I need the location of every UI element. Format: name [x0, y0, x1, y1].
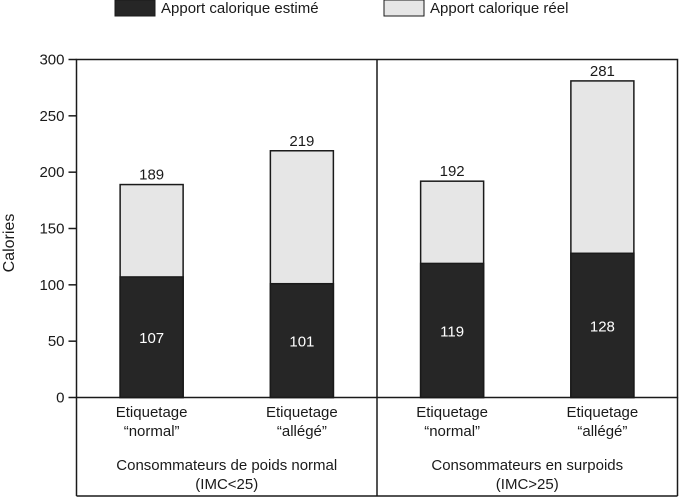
group-label-line2: (IMC<25): [195, 476, 258, 493]
bar-label-line1: Etiquetage: [266, 404, 338, 421]
bar-label-line1: Etiquetage: [416, 404, 488, 421]
data-label-estimated: 128: [590, 318, 615, 335]
legend-label-estimated: Apport calorique estimé: [161, 0, 319, 17]
legend-swatch-estimated: [114, 0, 156, 17]
bar-label-line2: “allégé”: [577, 423, 627, 440]
legend-swatch-real: [383, 0, 425, 17]
bar-label-line2: “allégé”: [277, 423, 327, 440]
data-label-estimated: 101: [289, 334, 314, 351]
bar-estimated: [570, 252, 635, 399]
bar-estimated: [269, 282, 335, 399]
bar-label-line1: Etiquetage: [567, 404, 639, 421]
bar-label-line2: “normal”: [424, 423, 480, 440]
data-label-real: 189: [139, 167, 164, 184]
y-axis-title: Calories: [1, 214, 18, 273]
bar-estimated: [419, 262, 485, 399]
y-tick-label: 150: [39, 221, 64, 238]
y-tick-label: 100: [39, 277, 64, 294]
y-tick-label: 50: [48, 333, 65, 350]
data-label-estimated: 107: [139, 330, 164, 347]
y-tick-label: 200: [39, 164, 64, 181]
bar-label-line1: Etiquetage: [116, 404, 188, 421]
bar-label-line2: “normal”: [124, 423, 180, 440]
bars: 189 107 219 101 192 119 281 128: [119, 63, 635, 399]
y-axis-ticks: 0 50 100 150 200 250 300: [39, 52, 77, 407]
legend-label-real: Apport calorique réel: [430, 0, 568, 17]
y-tick-label: 250: [39, 108, 64, 125]
group-label-line1: Consommateurs en surpoids: [431, 457, 623, 474]
data-label-real: 281: [590, 63, 615, 80]
data-label-real: 192: [440, 163, 465, 180]
chart-frame: [75, 58, 679, 497]
y-tick-label: 0: [56, 390, 64, 407]
group-label-line1: Consommateurs de poids normal: [116, 457, 337, 474]
legend: Apport calorique estimé Apport calorique…: [114, 0, 568, 17]
group-label-line2: (IMC>25): [496, 476, 559, 493]
x-axis-labels: Etiquetage “normal” Etiquetage “allégé” Cons…: [116, 404, 638, 493]
y-tick-label: 300: [39, 52, 64, 69]
data-label-estimated: 119: [440, 323, 464, 340]
bar-estimated: [119, 276, 184, 399]
data-label-real: 219: [289, 133, 314, 150]
